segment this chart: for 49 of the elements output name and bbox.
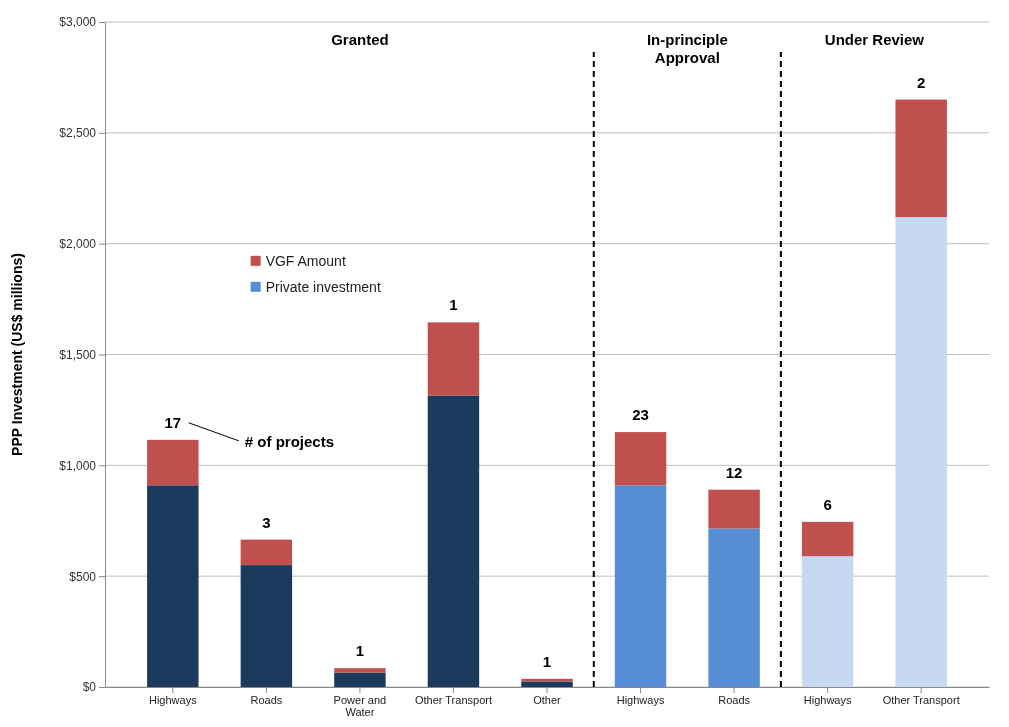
bar [801,556,854,687]
annotation: 1 [542,652,552,670]
bar [240,539,293,566]
x-tick-label: Roads [250,693,283,706]
legend-label: Private investment [265,278,381,295]
annotation: 12 [725,463,743,481]
y-tick-label: $2,500 [59,126,97,141]
y-tick-label: $1,000 [59,458,97,473]
x-tick-label: Other Transport [414,693,492,706]
annotation: 23 [632,406,649,424]
annotation: 6 [823,495,832,513]
x-tick-label: Highways [803,693,852,706]
bar [895,99,947,218]
bar [240,565,293,687]
y-tick-label: $0 [82,680,97,695]
bar [147,485,199,687]
annotation: 2 [917,73,926,91]
bar [334,672,386,687]
bar [708,489,760,529]
annotation: # of projects [244,432,335,450]
y-tick-label: $2,000 [59,237,97,252]
x-tick-label: Roads [718,693,751,706]
bar [801,521,854,557]
x-tick-label: Power and Water [333,693,387,718]
bar [521,681,573,687]
x-tick-label: Highways [148,693,198,706]
bar [334,668,386,673]
annotation: In-principle Approval [646,30,728,66]
annotation: 17 [164,413,182,431]
bar [427,322,480,396]
annotation: Granted [331,30,389,48]
bar [895,217,947,687]
bar [427,395,480,687]
y-axis-title: PPP Investment (US$ millions) [9,253,25,456]
x-tick-label: Other [533,693,562,706]
annotation: 1 [355,642,365,660]
bar [614,485,667,687]
x-tick-label: Other Transport [882,693,960,706]
annotation: 1 [449,296,458,314]
legend-label: VGF Amount [265,252,346,269]
bar [708,528,760,687]
y-tick-label: $1,500 [59,347,97,362]
x-tick-label: Highways [616,693,665,706]
bar [147,439,199,486]
y-tick-label: $500 [69,569,97,584]
annotation: Under Review [824,30,925,48]
y-tick-label: $3,000 [59,15,97,30]
annotation: 3 [262,513,271,531]
bar [614,432,667,486]
